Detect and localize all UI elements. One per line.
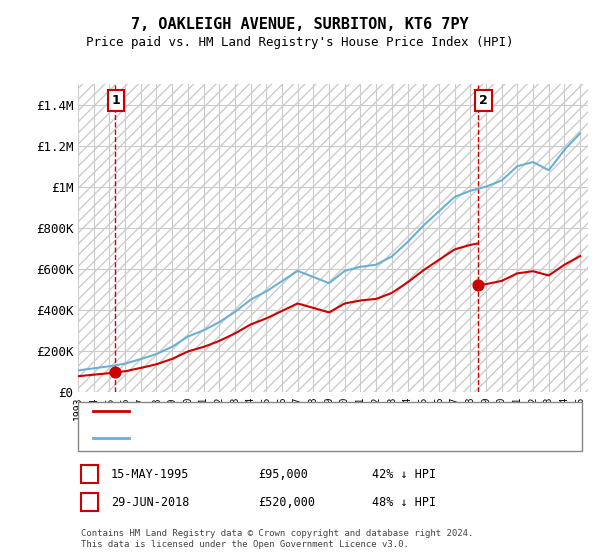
Text: 7, OAKLEIGH AVENUE, SURBITON, KT6 7PY: 7, OAKLEIGH AVENUE, SURBITON, KT6 7PY [131,17,469,32]
Text: 15-MAY-1995: 15-MAY-1995 [111,468,190,481]
Text: £520,000: £520,000 [258,496,315,509]
Text: Price paid vs. HM Land Registry's House Price Index (HPI): Price paid vs. HM Land Registry's House … [86,36,514,49]
Text: 48% ↓ HPI: 48% ↓ HPI [372,496,436,509]
Text: 1: 1 [86,468,93,481]
Text: 2: 2 [479,94,488,107]
Text: HPI: Average price, detached house, Kingston upon Thames: HPI: Average price, detached house, King… [135,433,485,443]
Text: 42% ↓ HPI: 42% ↓ HPI [372,468,436,481]
Text: 7, OAKLEIGH AVENUE, SURBITON, KT6 7PY (detached house): 7, OAKLEIGH AVENUE, SURBITON, KT6 7PY (d… [135,406,473,416]
Text: 29-JUN-2018: 29-JUN-2018 [111,496,190,509]
Text: £95,000: £95,000 [258,468,308,481]
Point [473,281,483,290]
Text: 1: 1 [112,94,121,107]
Text: Contains HM Land Registry data © Crown copyright and database right 2024.
This d: Contains HM Land Registry data © Crown c… [81,529,473,549]
Point [110,368,120,377]
Text: 2: 2 [86,496,93,509]
